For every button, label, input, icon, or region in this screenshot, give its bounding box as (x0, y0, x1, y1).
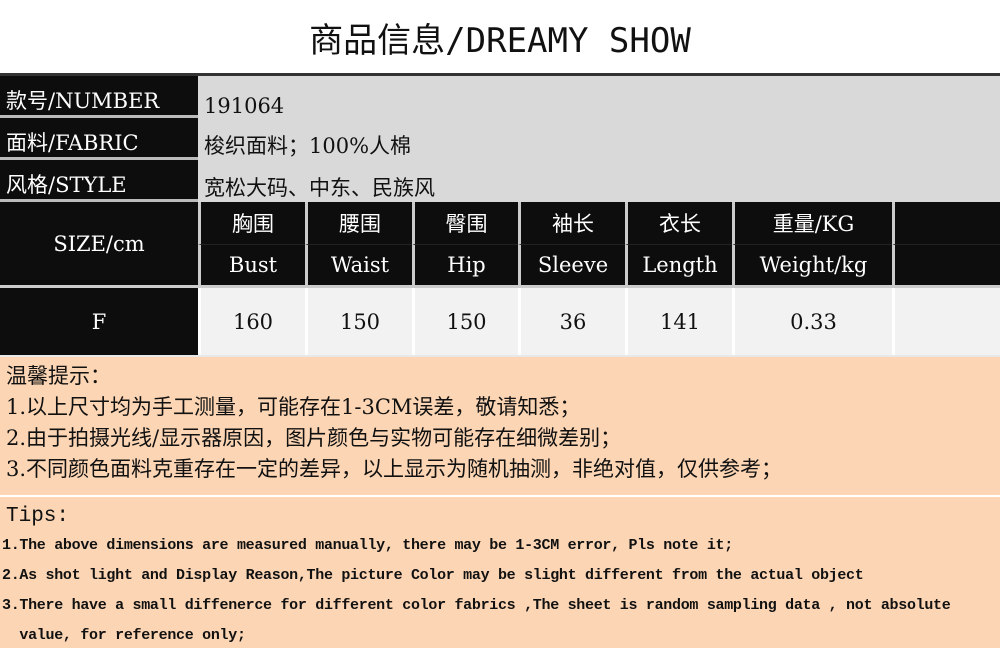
number-label: 款号/NUMBER (0, 76, 198, 118)
page-title: 商品信息/DREAMY SHOW (309, 20, 691, 61)
column-header-cn: 袖长 (518, 202, 625, 245)
size-cell: 150 (305, 288, 412, 355)
size-cell: 141 (625, 288, 732, 355)
notes-en-item: 3.There have a small diffenerce for diff… (2, 597, 951, 614)
fabric-value: 梭织面料；100%人棉 (198, 118, 1000, 160)
size-header: SIZE/cm (0, 202, 198, 288)
notes-cn-item: 2.由于拍摄光线/显示器原因，图片颜色与实物可能存在细微差别； (6, 426, 622, 450)
style-label: 风格/STYLE (0, 160, 198, 202)
size-cell: 36 (518, 288, 625, 355)
notes-en-title: Tips: (6, 505, 70, 528)
column-header-cn: 胸围 (198, 202, 305, 245)
notes-cn-title: 温馨提示： (6, 364, 111, 388)
column-header-en: Sleeve (518, 245, 625, 288)
column-header-cn (892, 202, 1000, 245)
size-cell: 0.33 (732, 288, 892, 355)
size-cell: 160 (198, 288, 305, 355)
column-header-en: Waist (305, 245, 412, 288)
notes-en-item: value, for reference only; (2, 627, 246, 644)
notes-cn-section: 温馨提示： 1.以上尺寸均为手工测量，可能存在1-3CM误差，敬请知悉； 2.由… (0, 355, 1000, 495)
size-cell: 150 (412, 288, 518, 355)
column-header-en: Length (625, 245, 732, 288)
number-value: 191064 (198, 76, 1000, 118)
notes-en-section: Tips: 1.The above dimensions are measure… (0, 495, 1000, 648)
column-header-en: Weight/kg (732, 245, 892, 288)
column-header-cn: 衣长 (625, 202, 732, 245)
size-value: F (0, 288, 198, 355)
notes-cn-item: 1.以上尺寸均为手工测量，可能存在1-3CM误差，敬请知悉； (6, 395, 581, 419)
column-header-en (892, 245, 1000, 288)
divider (0, 73, 1000, 76)
column-header-cn: 重量/KG (732, 202, 892, 245)
fabric-label: 面料/FABRIC (0, 118, 198, 160)
column-header-cn: 臀围 (412, 202, 518, 245)
style-value: 宽松大码、中东、民族风 (198, 160, 1000, 202)
column-header-cn: 腰围 (305, 202, 412, 245)
notes-cn-item: 3.不同颜色面料克重存在一定的差异，以上显示为随机抽测，非绝对值，仅供参考； (6, 457, 783, 481)
column-header-en: Bust (198, 245, 305, 288)
size-cell (892, 288, 1000, 355)
column-header-en: Hip (412, 245, 518, 288)
notes-en-item: 1.The above dimensions are measured manu… (2, 537, 733, 554)
notes-en-item: 2.As shot light and Display Reason,The p… (2, 567, 864, 584)
